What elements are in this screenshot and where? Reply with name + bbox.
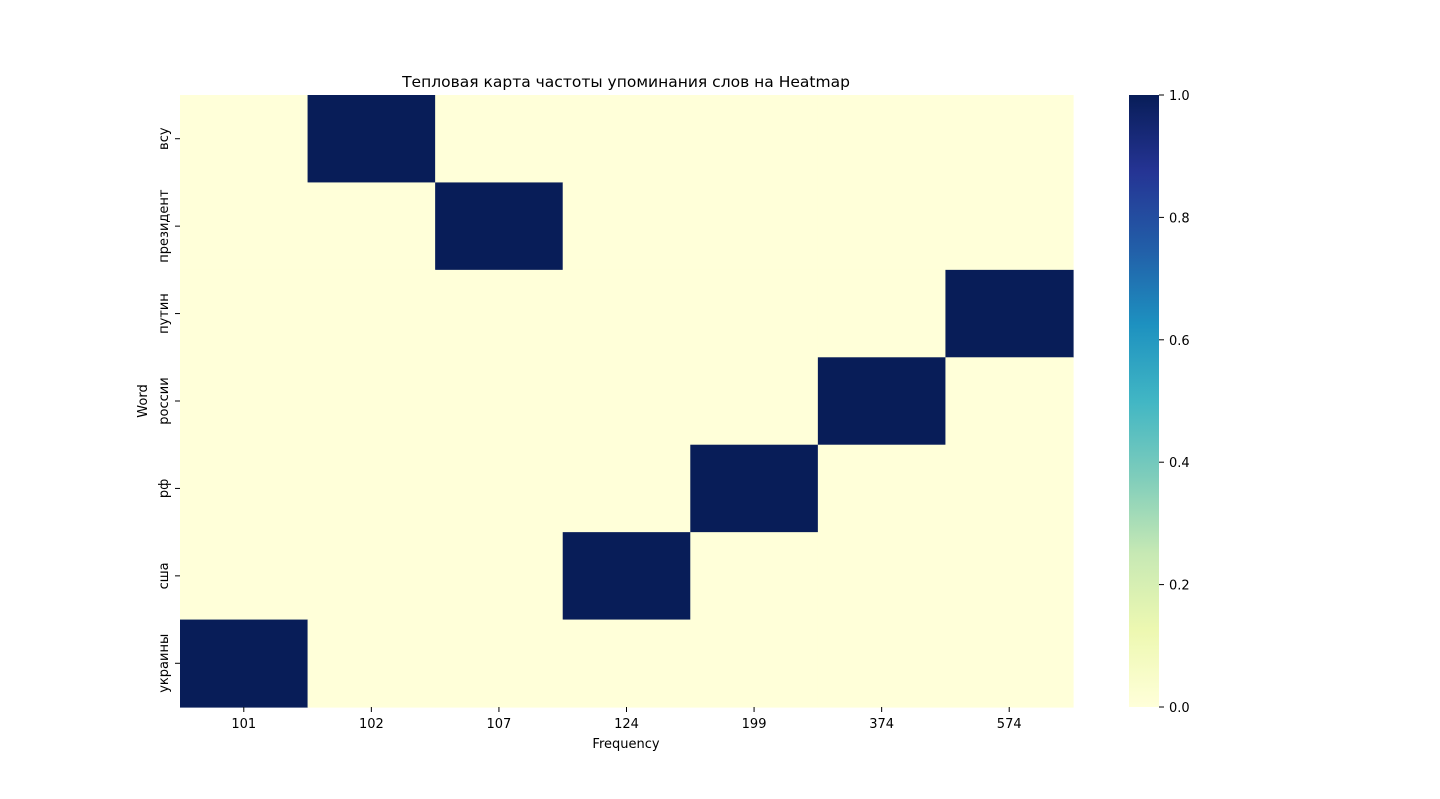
heatmap-cell-всу-101: [180, 95, 309, 184]
heatmap-cell-президент-124: [562, 182, 691, 271]
colorbar-tick-label: 0.0: [1169, 701, 1190, 716]
heatmap-cell-президент-107: [435, 182, 564, 271]
heatmap-cell-россии-124: [562, 357, 691, 446]
heatmap-cell-путин-574: [945, 269, 1074, 358]
heatmap-cell-рф-199: [690, 444, 819, 533]
x-tick-label: 101: [231, 717, 256, 732]
heatmap-cell-украины-107: [435, 619, 564, 708]
heatmap-cell-рф-107: [435, 444, 564, 533]
y-axis: всу президент путин россии рф сша украины: [157, 127, 180, 693]
heatmap-cell-президент-102: [307, 182, 436, 271]
heatmap-cell-украины-101: [180, 619, 309, 708]
heatmap-cell-сша-124: [562, 532, 691, 621]
y-tick-label: президент: [157, 189, 172, 263]
colorbar-tick-label: 0.8: [1169, 211, 1190, 226]
y-tick-label: украины: [157, 634, 172, 693]
heatmap-cell-путин-374: [817, 269, 947, 358]
x-tick-label: 199: [742, 717, 767, 732]
heatmap-cell-всу-107: [435, 95, 564, 184]
heatmap-cell-россии-101: [180, 357, 309, 446]
colorbar: 0.0 0.2 0.4 0.6 0.8 1.0: [1129, 89, 1190, 716]
heatmap-cell-путин-199: [690, 269, 819, 358]
y-tick-label: путин: [157, 293, 172, 334]
heatmap-cell-сша-101: [180, 532, 309, 621]
colorbar-tick-label: 0.6: [1169, 334, 1190, 349]
heatmap-cell-путин-101: [180, 269, 309, 358]
y-tick-label: всу: [157, 127, 172, 150]
heatmap-cell-сша-374: [817, 532, 947, 621]
heatmap-cell-сша-199: [690, 532, 819, 621]
heatmap-cell-всу-199: [690, 95, 819, 184]
heatmap-cell-украины-199: [690, 619, 819, 708]
heatmap-cell-россии-574: [945, 357, 1074, 446]
heatmap-cell-рф-574: [945, 444, 1074, 533]
heatmap-cell-всу-374: [817, 95, 947, 184]
colorbar-tick-label: 0.2: [1169, 579, 1190, 594]
x-tick-label: 374: [869, 717, 894, 732]
heatmap-cell-россии-102: [307, 357, 436, 446]
heatmap-cells: [180, 95, 1074, 708]
heatmap-cell-путин-107: [435, 269, 564, 358]
heatmap-cell-украины-102: [307, 619, 436, 708]
heatmap-cell-президент-101: [180, 182, 309, 271]
heatmap-cell-всу-102: [307, 95, 436, 184]
heatmap-cell-россии-374: [817, 357, 947, 446]
x-tick-label: 102: [359, 717, 384, 732]
x-tick-label: 107: [487, 717, 512, 732]
heatmap-cell-украины-124: [562, 619, 691, 708]
heatmap-cell-путин-124: [562, 269, 691, 358]
heatmap-cell-президент-199: [690, 182, 819, 271]
chart-title: Тепловая карта частоты упоминания слов н…: [401, 73, 850, 91]
heatmap-cell-всу-124: [562, 95, 691, 184]
heatmap-cell-всу-574: [945, 95, 1074, 184]
y-tick-label: россии: [157, 377, 172, 424]
heatmap-cell-сша-102: [307, 532, 436, 621]
x-axis: 101 102 107 124 199 374 574: [231, 707, 1022, 732]
y-axis-label: Word: [136, 384, 151, 417]
colorbar-tick-label: 0.4: [1169, 456, 1190, 471]
heatmap-cell-сша-574: [945, 532, 1074, 621]
x-tick-label: 124: [614, 717, 639, 732]
colorbar-ticks: 0.0 0.2 0.4 0.6 0.8 1.0: [1159, 89, 1190, 716]
heatmap-cell-рф-101: [180, 444, 309, 533]
heatmap-cell-сша-107: [435, 532, 564, 621]
heatmap-cell-рф-102: [307, 444, 436, 533]
colorbar-gradient: [1129, 95, 1159, 707]
heatmap-cell-украины-574: [945, 619, 1074, 708]
heatmap-cell-путин-102: [307, 269, 436, 358]
x-tick-label: 574: [997, 717, 1022, 732]
heatmap-cell-россии-107: [435, 357, 564, 446]
heatmap-cell-украины-374: [817, 619, 947, 708]
heatmap-cell-россии-199: [690, 357, 819, 446]
y-tick-label: рф: [157, 479, 172, 498]
heatmap-cell-президент-374: [817, 182, 947, 271]
y-tick-label: сша: [157, 562, 172, 589]
x-axis-label: Frequency: [592, 737, 659, 752]
heatmap-cell-президент-574: [945, 182, 1074, 271]
heatmap-cell-рф-374: [817, 444, 947, 533]
heatmap-cell-рф-124: [562, 444, 691, 533]
colorbar-tick-label: 1.0: [1169, 89, 1190, 104]
